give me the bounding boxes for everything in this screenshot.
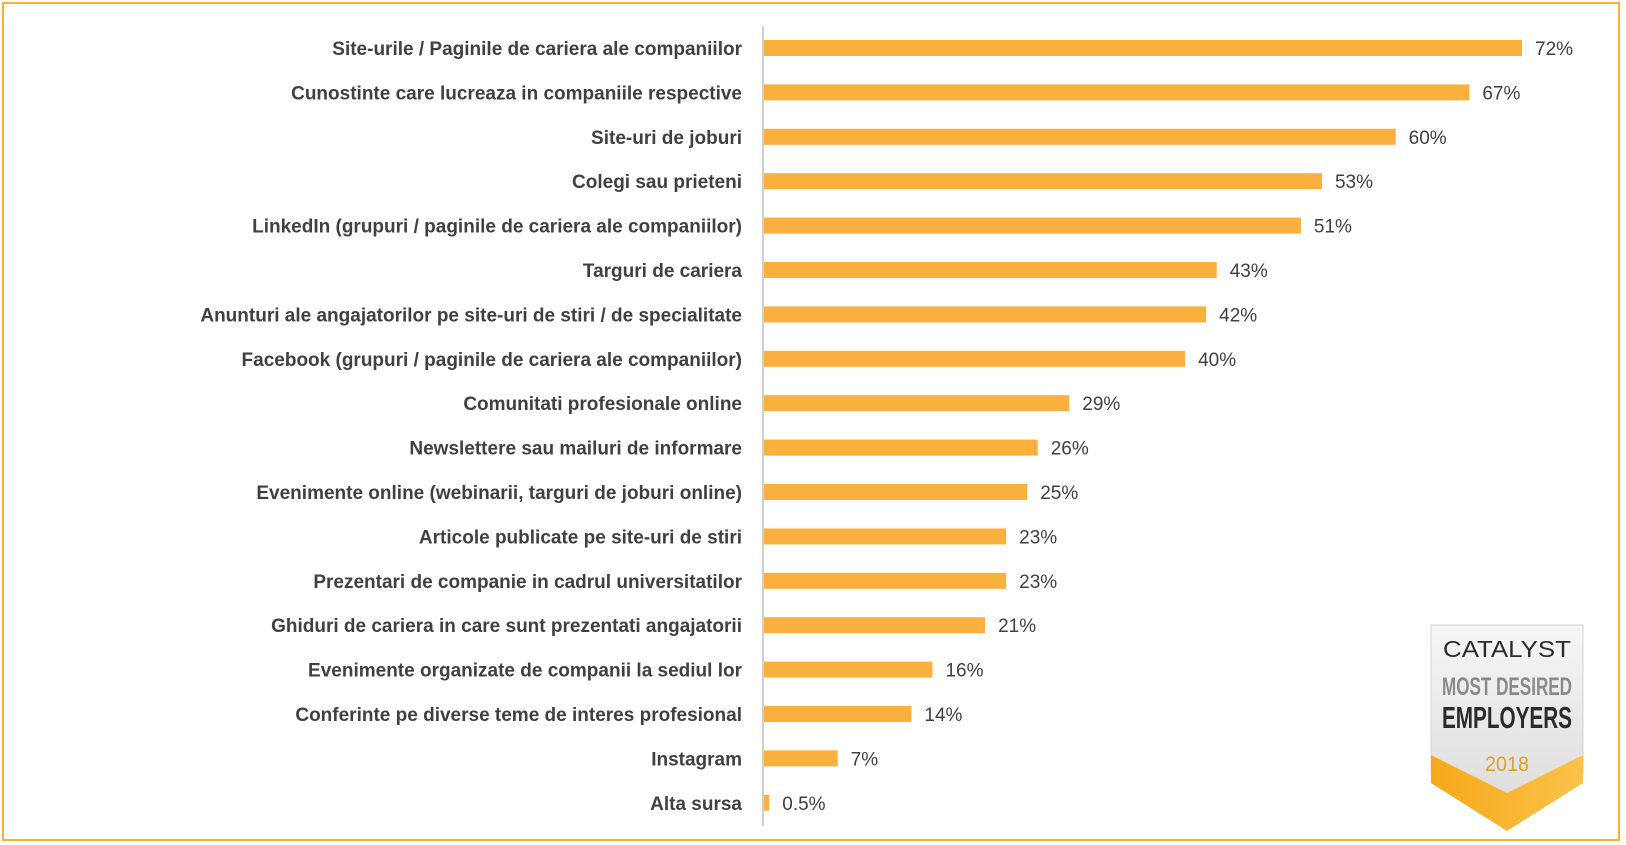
category-label: Targuri de cariera: [583, 261, 743, 282]
category-label: Colegi sau prieteni: [572, 172, 742, 193]
value-label: 29%: [1082, 394, 1120, 415]
bar: [764, 750, 838, 767]
category-label: Newslettere sau mailuri de informare: [409, 439, 742, 460]
category-label: Prezentari de companie in cadrul univers…: [313, 572, 742, 593]
badge-line1: MOST DESIRED: [1442, 673, 1572, 701]
category-label: Ghiduri de cariera in care sunt prezenta…: [271, 616, 742, 637]
value-label: 51%: [1314, 217, 1352, 238]
bars-group: [764, 40, 1522, 811]
value-label: 21%: [998, 616, 1036, 637]
category-label: Alta sursa: [650, 794, 742, 815]
value-label: 25%: [1040, 483, 1078, 504]
badge-line2: EMPLOYERS: [1442, 700, 1572, 735]
badge-chevron-shape: [1431, 755, 1583, 831]
value-label: 7%: [851, 749, 879, 770]
category-label: Cunostinte care lucreaza in companiile r…: [291, 83, 742, 104]
value-label: 0.5%: [782, 794, 825, 815]
category-label: LinkedIn (grupuri / paginile de cariera …: [252, 217, 742, 238]
badge-year: 2018: [1485, 753, 1529, 776]
bar: [764, 173, 1322, 190]
bar: [764, 572, 1007, 589]
bar: [764, 217, 1301, 234]
bar: [764, 706, 912, 722]
value-label: 16%: [945, 661, 983, 682]
category-label: Instagram: [651, 749, 742, 770]
category-label: Facebook (grupuri / paginile de cariera …: [242, 350, 742, 371]
bar: [764, 439, 1038, 456]
value-label: 53%: [1335, 172, 1373, 193]
category-label: Evenimente organizate de companii la sed…: [308, 661, 743, 682]
badge-brand: CATALYST: [1443, 636, 1571, 662]
value-label: 42%: [1219, 305, 1257, 326]
value-label: 67%: [1482, 83, 1520, 104]
value-label: 23%: [1019, 527, 1057, 548]
bar: [764, 262, 1217, 278]
value-label: 40%: [1198, 350, 1236, 371]
bar: [764, 528, 1007, 545]
bar: [764, 306, 1207, 323]
catalyst-badge: CATALYST MOST DESIRED EMPLOYERS 2018: [1425, 623, 1589, 833]
category-label: Site-urile / Paginile de cariera ale com…: [332, 39, 742, 60]
bar: [764, 484, 1028, 500]
value-label: 72%: [1535, 39, 1573, 60]
bar: [764, 794, 770, 811]
value-label: 26%: [1051, 439, 1089, 460]
bar: [764, 350, 1186, 367]
bar: [764, 84, 1470, 101]
category-label: Articole publicate pe site-uri de stiri: [419, 527, 742, 548]
value-label: 43%: [1230, 261, 1268, 282]
value-label: 23%: [1019, 572, 1057, 593]
value-labels-group: 72% 67% 60% 53% 51% 43% 42% 40% 29% 26% 25% 23% 23% 2…: [782, 39, 1573, 815]
bar: [764, 661, 933, 678]
bar: [764, 395, 1070, 412]
category-label: Site-uri de joburi: [591, 128, 742, 149]
category-label: Comunitati profesionale online: [463, 394, 742, 415]
value-label: 14%: [924, 705, 962, 726]
bar: [764, 617, 986, 634]
category-labels-group: Site-urile / Paginile de cariera ale com…: [200, 39, 742, 815]
category-label: Conferinte pe diverse teme de interes pr…: [295, 705, 742, 726]
bar: [764, 40, 1522, 56]
category-label: Evenimente online (webinarii, targuri de…: [256, 483, 742, 504]
category-label: Anunturi ale angajatorilor pe site-uri d…: [200, 305, 742, 326]
value-label: 60%: [1409, 128, 1447, 149]
bar: [764, 128, 1396, 145]
